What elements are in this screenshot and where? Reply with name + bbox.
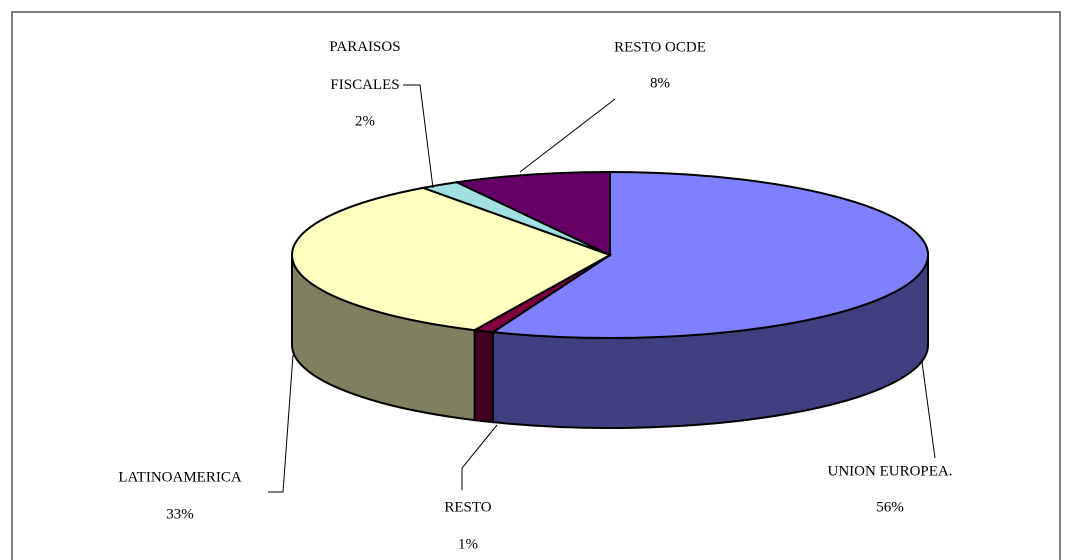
slice-value-label: 2% [355,113,375,129]
slice-label-line: PARAISOS [329,39,400,55]
slice [291,186,613,332]
leader-line [461,424,498,490]
leader-line [268,354,294,493]
slice [490,170,930,339]
leader-line [519,98,616,173]
slice-label: RESTO OCDE [614,39,706,55]
slice [453,170,611,257]
slice-value-label: 56% [876,499,904,515]
slice-label-line: FISCALES [330,77,399,93]
slice-label: LATINOAMERICA [118,469,241,485]
leader-line [921,361,936,459]
slice-label: PARAISOS FISCALES [329,39,400,93]
slice-value-label: 8% [650,75,670,91]
slice-value-label: 1% [458,536,478,552]
slice-label: RESTO [444,499,491,515]
slice-side [473,328,494,424]
leader-line [403,84,434,189]
slice-label: UNION EUROPEA. [828,463,953,479]
slice-value-label: 33% [166,506,194,522]
